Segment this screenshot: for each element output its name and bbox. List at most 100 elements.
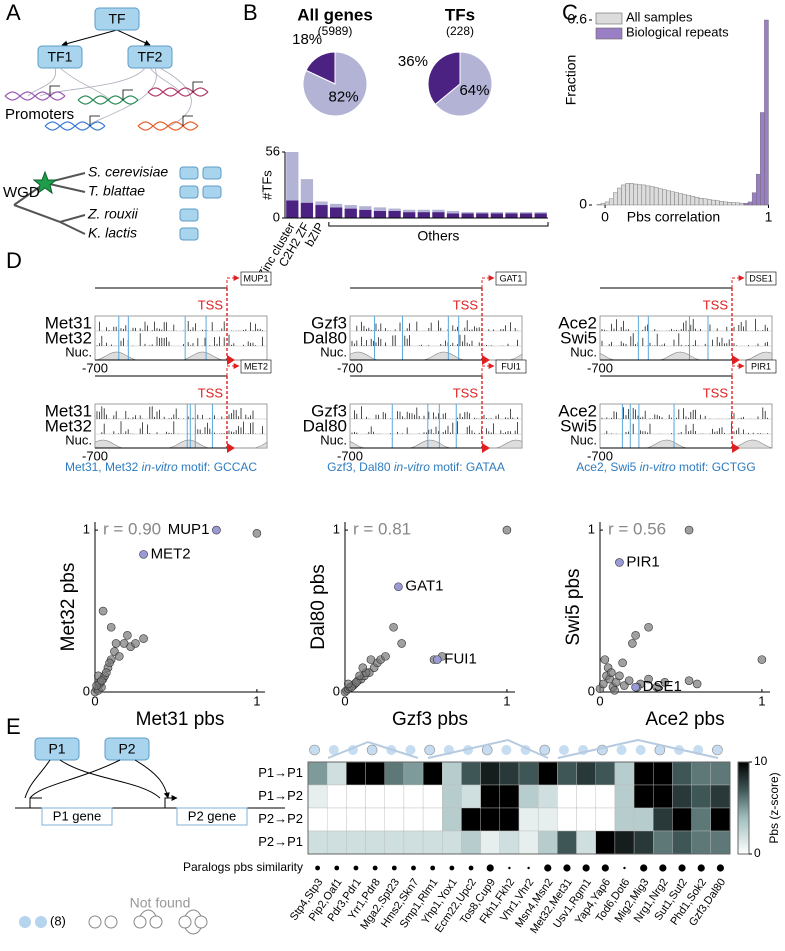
mode-icons <box>88 909 208 935</box>
tss-marker <box>732 443 740 453</box>
tss-arrow <box>122 89 133 100</box>
heatmap-cell <box>326 830 347 855</box>
pie-subtitle: (228) <box>446 24 474 38</box>
heatmap-cell <box>307 830 328 855</box>
x-tick-label: 1 <box>253 693 260 708</box>
factor-label: Gzf3 <box>311 313 347 332</box>
similarity-dot <box>582 864 590 872</box>
heatmap-cell <box>595 830 616 855</box>
x-axis-label: Ace2 pbs <box>645 709 724 730</box>
bar-segment <box>432 212 445 218</box>
factor-label: Swi5 <box>560 416 597 435</box>
paralog-label: P2 <box>118 741 135 757</box>
factor-label: Met31 <box>45 401 92 420</box>
histogram-bar <box>682 194 687 206</box>
wgd-star <box>32 170 58 195</box>
tss-label: TSS <box>453 385 479 400</box>
tss-arrow <box>481 275 495 288</box>
gene-box <box>745 359 777 374</box>
tss-arrow <box>192 81 203 92</box>
motif-caption: Ace2, Swi5 in-vitro motif: GCTGG <box>576 460 755 474</box>
tss-arrow <box>89 115 100 126</box>
heatmap-cell <box>576 761 596 786</box>
heatmap-cell <box>672 830 692 855</box>
mode-band <box>327 738 719 759</box>
caption-part: in-vitro <box>640 460 676 474</box>
heatmap-cell <box>576 784 596 809</box>
histogram-bar <box>702 198 708 206</box>
nuc-label: Nuc. <box>320 432 347 447</box>
colorbar-label: Pbs (z-score) <box>767 772 781 843</box>
tss-marker <box>482 355 490 365</box>
dna-helix <box>77 95 139 105</box>
mode-icon <box>616 745 627 755</box>
heatmap-cell <box>326 784 347 809</box>
heatmap-cell <box>710 784 731 809</box>
x-axis-label: Gzf3 pbs <box>392 709 468 730</box>
scatter-point <box>600 655 610 664</box>
scatter-point <box>598 679 608 689</box>
axes <box>599 522 770 693</box>
y-axis-label: Swi5 pbs <box>563 568 584 645</box>
mode-icon <box>19 916 31 928</box>
heatmap-cell <box>710 761 731 786</box>
y-axis-label: Met32 pbs <box>58 563 79 652</box>
pie-subtitle: (5989) <box>318 24 353 38</box>
heatmap-cell <box>326 761 347 786</box>
motif-caption: Gzf3, Dal80 in-vitro motif: GATAA <box>327 460 505 474</box>
gene-label: MUP1 <box>243 273 268 283</box>
similarity-dot <box>430 865 436 871</box>
histogram-bar <box>751 192 757 206</box>
y-axis-label: Fraction <box>563 55 579 106</box>
signal-trace <box>351 406 518 419</box>
mode-icon <box>366 744 378 756</box>
similarity-dot <box>508 866 511 870</box>
heatmap-cell <box>365 761 385 786</box>
tss-arrow <box>226 363 240 376</box>
scatter-point <box>389 622 398 632</box>
scatter-point <box>123 631 132 640</box>
heatmap-cell <box>576 830 596 855</box>
scatter-point <box>131 639 140 648</box>
correlation-label: r = 0.81 <box>353 519 411 538</box>
tf-label: TF <box>108 11 125 27</box>
histogram-bar <box>600 203 606 206</box>
bar-segment <box>417 209 430 213</box>
scatter-point <box>610 686 619 695</box>
gene-label: GAT1 <box>500 273 523 283</box>
heatmap-cell <box>710 807 731 832</box>
scatter-point <box>102 668 111 677</box>
nuc-label: Nuc. <box>65 432 92 447</box>
tss-arrow <box>29 798 177 808</box>
mode-icon <box>424 744 435 756</box>
x-tick-label: 1 <box>503 693 510 708</box>
scatter-point <box>343 679 353 689</box>
pie-title: All genes <box>297 5 373 24</box>
scatter-point <box>358 663 368 673</box>
bar-segment <box>373 207 387 211</box>
tss-label: TSS <box>198 297 224 312</box>
factor-label: Swi5 <box>560 328 597 347</box>
y-tick-label: 0 <box>83 683 90 698</box>
regulation-arrows <box>27 67 192 127</box>
heatmap-cell <box>537 807 558 832</box>
scatter-point <box>397 639 406 648</box>
scatter-point <box>607 668 616 677</box>
highlight-point <box>139 550 148 559</box>
panel-e-diagram: P1 P2 P1 gene P2 gene (8) Not found <box>15 737 285 935</box>
paralog-label: P1 <box>48 741 65 757</box>
histogram-bar <box>735 202 741 206</box>
caption-part: Ace2, Swi5 <box>576 460 636 474</box>
heatmap-cell <box>403 830 424 855</box>
row-label: P1→P2 <box>258 788 303 803</box>
heatmap-cell <box>691 784 712 809</box>
dna-helix <box>44 121 106 131</box>
heatmap-cell <box>422 807 443 832</box>
signal-trace <box>601 318 768 331</box>
annotation: Others <box>417 228 459 244</box>
heatmap-cell <box>518 807 539 832</box>
heatmap-cell <box>307 784 328 809</box>
signal-trace <box>601 407 768 419</box>
similarity-dot <box>623 866 626 870</box>
y-axis-label: Dal80 pbs <box>308 564 329 650</box>
